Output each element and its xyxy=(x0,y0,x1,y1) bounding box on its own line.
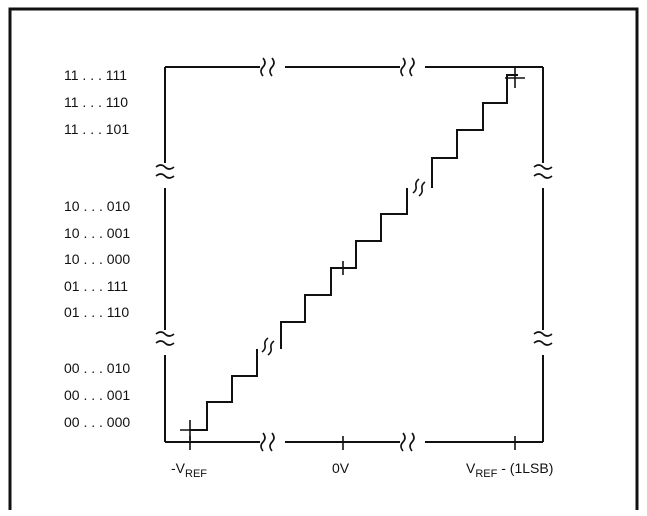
x-label-pos-vref: VREF - (1LSB) xyxy=(466,460,553,480)
x-label-zero: 0V xyxy=(332,460,350,476)
y-label: 10 . . . 010 xyxy=(64,198,130,214)
transfer-staircase xyxy=(190,74,518,431)
y-label: 11 . . . 101 xyxy=(64,121,129,137)
break-mark-left-lower xyxy=(155,331,175,346)
y-label: 10 . . . 001 xyxy=(64,225,130,241)
break-mark-left-upper xyxy=(155,164,175,179)
x-label-neg-vref: -VREF xyxy=(171,460,207,480)
plot-box xyxy=(164,66,544,443)
y-label: 11 . . . 110 xyxy=(64,94,128,110)
outer-frame xyxy=(8,7,639,510)
break-mark-staircase-lower xyxy=(261,337,275,356)
break-mark-right-upper xyxy=(533,164,553,179)
break-mark-right-lower xyxy=(533,331,553,346)
y-label: 00 . . . 000 xyxy=(64,414,130,430)
x-axis-ticks xyxy=(189,436,516,450)
break-mark-top-right xyxy=(400,57,415,77)
y-axis-code-labels: 11 . . . 111 11 . . . 110 11 . . . 101 1… xyxy=(64,67,130,430)
x-axis-labels: -VREF 0V VREF - (1LSB) xyxy=(171,460,553,480)
break-mark-staircase-upper xyxy=(412,178,426,197)
break-mark-top-left xyxy=(260,57,275,77)
cross-marker-full-scale xyxy=(505,68,525,88)
break-mark-bottom-left xyxy=(260,432,275,452)
y-label: 10 . . . 000 xyxy=(64,251,130,267)
axis-break-marks xyxy=(155,57,553,452)
break-mark-bottom-right xyxy=(400,432,415,452)
y-label: 01 . . . 111 xyxy=(64,278,128,294)
y-label: 11 . . . 111 xyxy=(64,67,127,83)
y-label: 00 . . . 001 xyxy=(64,387,130,403)
cross-marker-midscale xyxy=(336,261,350,275)
y-label: 01 . . . 110 xyxy=(64,304,129,320)
y-label: 00 . . . 010 xyxy=(64,360,130,376)
